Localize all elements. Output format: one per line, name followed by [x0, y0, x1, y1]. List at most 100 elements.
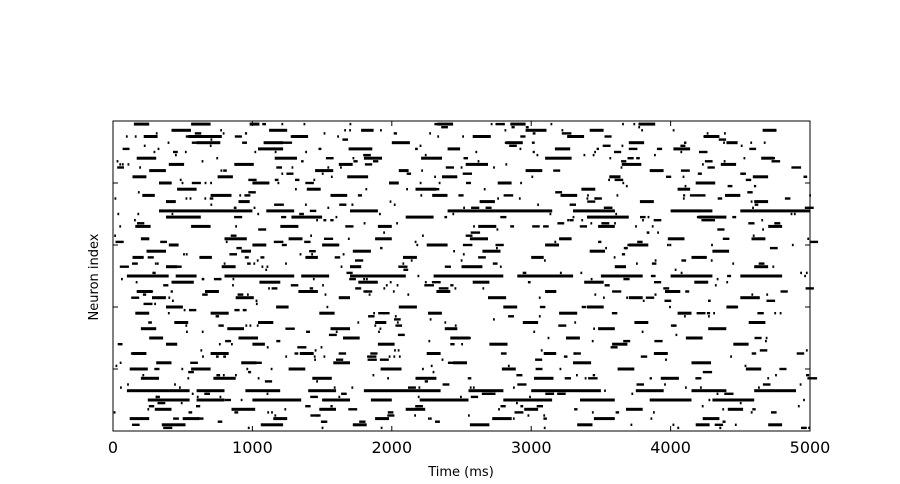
spike-marker	[235, 374, 237, 377]
spike-marker	[265, 268, 268, 271]
spike-marker	[417, 274, 420, 278]
spike-marker	[581, 305, 587, 309]
spike-marker	[804, 206, 814, 209]
spike-marker	[730, 355, 732, 358]
spike-marker	[749, 147, 757, 151]
spike-marker	[134, 219, 136, 222]
spike-burst	[260, 423, 284, 427]
spike-marker	[396, 284, 399, 287]
spike-marker	[484, 163, 487, 166]
spike-marker	[520, 405, 524, 408]
spike-marker	[650, 417, 653, 420]
spike-marker	[368, 293, 371, 296]
spike-marker	[321, 172, 324, 175]
spike-marker	[654, 153, 656, 157]
spike-marker	[496, 246, 498, 250]
spike-marker	[185, 135, 194, 138]
spike-marker	[557, 392, 566, 395]
spike-marker	[218, 343, 221, 346]
spike-marker	[330, 398, 333, 402]
spike-marker	[132, 423, 140, 426]
spike-marker	[704, 160, 713, 163]
spike-marker	[293, 398, 295, 402]
spike-marker	[561, 129, 564, 132]
spike-burst	[702, 417, 720, 421]
spike-burst	[391, 141, 410, 145]
spike-marker	[752, 234, 755, 237]
spike-burst	[492, 417, 512, 421]
spike-marker	[531, 141, 535, 144]
spike-burst	[695, 181, 716, 185]
spike-marker	[583, 153, 586, 157]
spike-marker	[215, 315, 220, 318]
spike-marker	[314, 358, 316, 361]
spike-marker	[115, 364, 118, 368]
spike-burst	[469, 237, 488, 241]
spike-marker	[173, 150, 178, 154]
spike-marker	[114, 234, 116, 237]
spike-burst	[132, 352, 147, 355]
spike-marker	[188, 370, 194, 374]
spike-marker	[473, 225, 475, 228]
spike-marker	[438, 181, 441, 185]
spike-marker	[239, 194, 242, 197]
spike-marker	[125, 135, 128, 138]
spike-marker	[363, 290, 373, 293]
spike-marker	[549, 212, 552, 216]
spike-marker	[168, 296, 171, 299]
spike-marker	[605, 206, 613, 209]
spike-marker	[610, 346, 618, 349]
spike-marker	[569, 219, 574, 222]
spike-marker	[762, 383, 771, 386]
spike-marker	[669, 305, 671, 309]
spike-marker	[431, 281, 441, 284]
spike-marker	[442, 274, 451, 278]
spike-marker	[587, 194, 589, 197]
spike-marker	[707, 166, 715, 169]
spike-marker	[490, 122, 493, 126]
spike-burst	[350, 209, 378, 213]
spike-marker	[172, 265, 182, 268]
spike-marker	[428, 339, 431, 343]
spike-marker	[357, 194, 362, 197]
spike-burst	[503, 305, 518, 309]
spike-marker	[723, 141, 725, 144]
spike-marker	[373, 312, 375, 315]
spike-marker	[467, 377, 472, 380]
spike-burst	[628, 296, 643, 300]
spike-burst	[444, 327, 458, 331]
spike-marker	[117, 212, 120, 216]
spike-marker	[422, 367, 424, 371]
spike-marker	[564, 377, 571, 380]
spike-marker	[558, 324, 567, 327]
spike-marker	[393, 132, 397, 135]
spike-marker	[324, 237, 334, 240]
spike-burst	[436, 290, 451, 293]
spike-marker	[772, 265, 775, 268]
spike-marker	[247, 262, 251, 265]
spike-marker	[185, 324, 188, 327]
spike-burst	[166, 305, 183, 309]
x-axis-label: Time (ms)	[427, 465, 494, 480]
spike-burst	[156, 361, 172, 365]
spike-burst	[205, 290, 219, 293]
spike-marker	[324, 293, 327, 296]
spike-marker	[148, 321, 152, 324]
spike-marker	[221, 175, 224, 178]
spike-marker	[320, 420, 328, 423]
spike-burst	[252, 342, 265, 346]
spike-marker	[257, 212, 260, 216]
spike-marker	[314, 349, 317, 352]
spike-burst	[589, 128, 604, 132]
spike-marker	[685, 290, 690, 293]
spike-marker	[394, 349, 396, 352]
spike-marker	[201, 160, 204, 163]
spike-marker	[372, 374, 375, 377]
spike-burst	[319, 311, 335, 315]
spike-marker	[416, 243, 419, 247]
spike-marker	[623, 246, 628, 250]
spike-burst	[258, 147, 284, 151]
spike-burst	[691, 361, 711, 365]
spike-marker	[224, 398, 231, 402]
